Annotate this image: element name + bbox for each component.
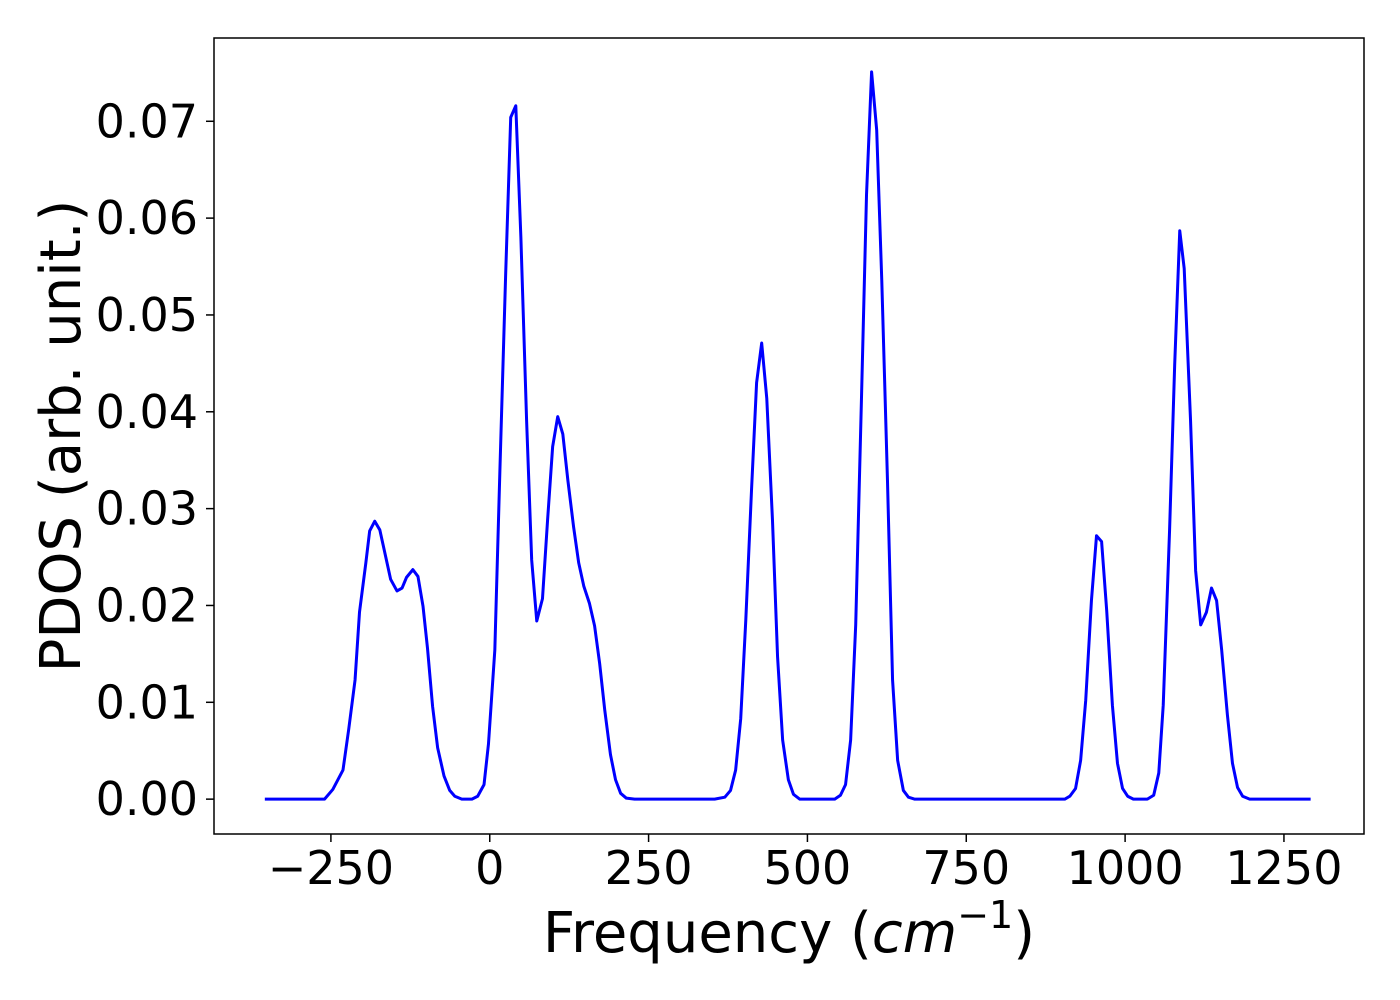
y-tick-label: 0.07: [96, 94, 198, 148]
x-tick-label: −250: [268, 841, 394, 895]
plot-frame: [213, 37, 1365, 835]
x-label-unit: cm: [872, 901, 957, 966]
x-label-text: Frequency (: [543, 901, 872, 966]
x-tick-label: 1250: [1225, 841, 1342, 895]
y-tick-label: 0.05: [96, 288, 198, 342]
x-tick-label: 750: [922, 841, 1010, 895]
x-tick-label: 0: [475, 841, 504, 895]
x-axis-label: Frequency (cm−1): [543, 893, 1035, 966]
y-tick-label: 0.01: [96, 675, 198, 729]
data-line: [264, 70, 1311, 801]
y-tick-label: 0.03: [96, 482, 198, 536]
y-tick-label: 0.06: [96, 191, 198, 245]
x-label-close: ): [1013, 901, 1035, 966]
x-tick-label: 1000: [1067, 841, 1184, 895]
x-tick-label: 500: [764, 841, 852, 895]
x-label-exponent: −1: [957, 893, 1013, 937]
y-axis-label: PDOS (arb. unit.): [29, 200, 94, 673]
y-tick-label: 0.02: [96, 578, 198, 632]
x-tick-label: 250: [605, 841, 693, 895]
y-tick-label: 0.04: [96, 385, 198, 439]
y-tick-label: 0.00: [96, 772, 198, 826]
